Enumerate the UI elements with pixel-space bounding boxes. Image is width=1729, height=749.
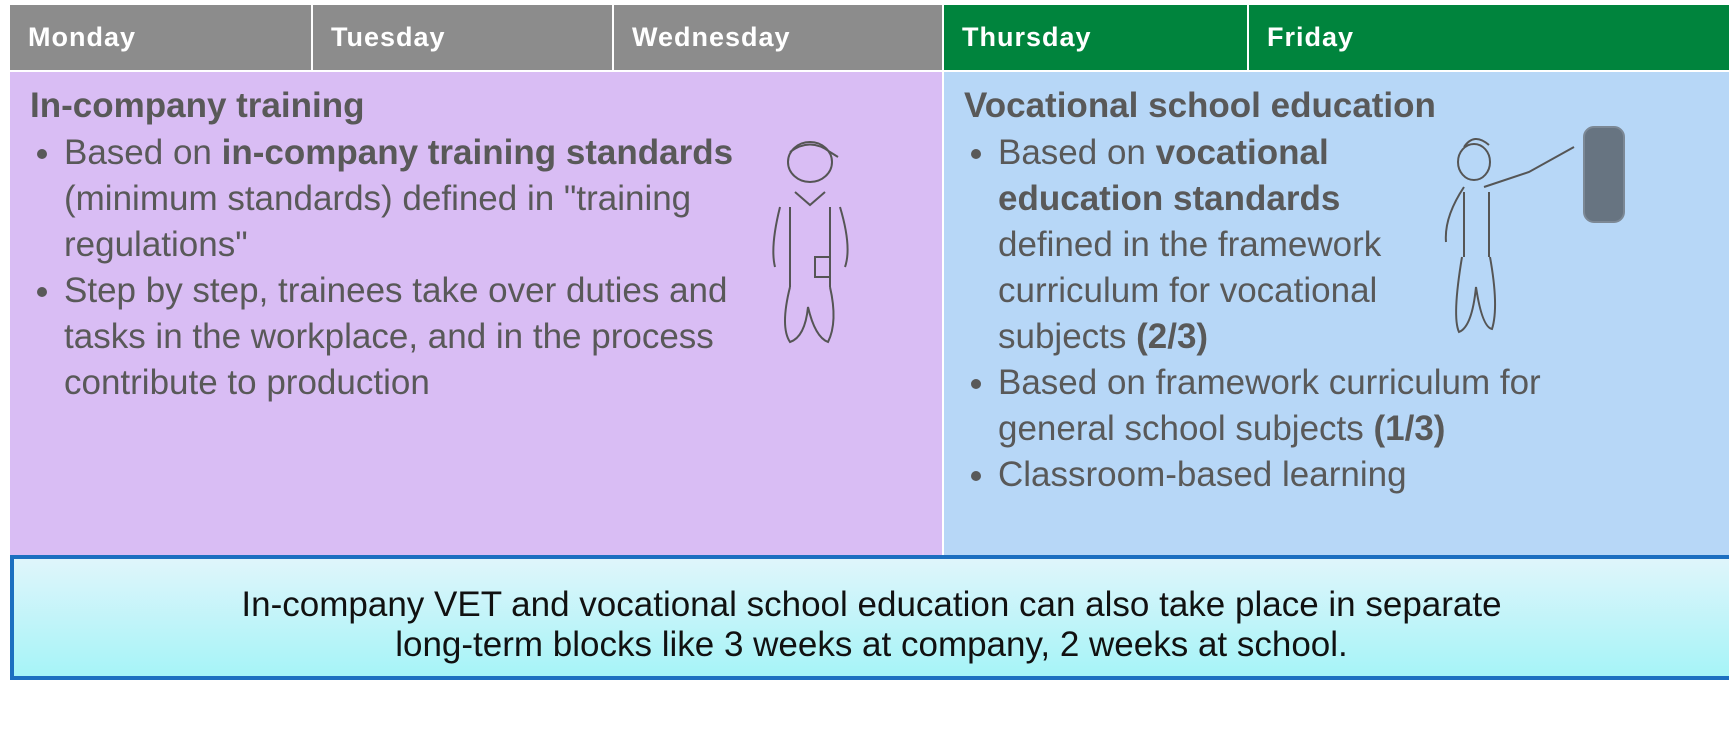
day-cell: Wednesday <box>614 5 942 70</box>
bullet: Classroom-based learning <box>998 452 1709 498</box>
bullet: Based on framework curriculum for genera… <box>998 360 1578 452</box>
text: Based on <box>64 133 222 172</box>
day-cell: Thursday <box>944 5 1247 70</box>
bullet: Step by step, trainees take over duties … <box>64 268 744 406</box>
text: Based on <box>998 133 1156 172</box>
bullet-list: Based on vocational education standards … <box>964 130 1709 498</box>
bullet: Based on in-company training standards (… <box>64 130 744 268</box>
teacher-sketch <box>1444 126 1625 334</box>
text: Step by step, trainees take over duties … <box>64 271 728 402</box>
footer-line: In-company VET and vocational school edu… <box>241 585 1502 624</box>
bold-text: (2/3) <box>1136 317 1209 356</box>
in-company-panel: In-company training Based on in-company … <box>10 72 942 556</box>
bullet: Based on vocational education standards … <box>998 130 1438 360</box>
day-cell: Monday <box>10 5 311 70</box>
text: (minimum standards) defined in "training… <box>64 179 692 264</box>
worker-sketch <box>772 141 849 344</box>
text: defined in the framework curriculum for … <box>998 225 1382 356</box>
bold-text: (1/3) <box>1373 409 1446 448</box>
text: Based on framework curriculum for genera… <box>998 363 1541 448</box>
bold-text: vocational education standards <box>998 133 1341 218</box>
text: Classroom-based learning <box>998 455 1407 494</box>
day-cell: Tuesday <box>313 5 612 70</box>
footer-line: long-term blocks like 3 weeks at company… <box>395 625 1348 664</box>
day-cell: Friday <box>1249 5 1729 70</box>
footer-note: In-company VET and vocational school edu… <box>10 555 1729 680</box>
bullet-list: Based on in-company training standards (… <box>30 130 744 406</box>
panel-title: Vocational school education <box>964 86 1436 125</box>
bold-text: in-company training standards <box>221 133 734 172</box>
panel-title: In-company training <box>30 86 365 125</box>
vocational-school-panel: Vocational school education Based on voc… <box>944 72 1729 556</box>
